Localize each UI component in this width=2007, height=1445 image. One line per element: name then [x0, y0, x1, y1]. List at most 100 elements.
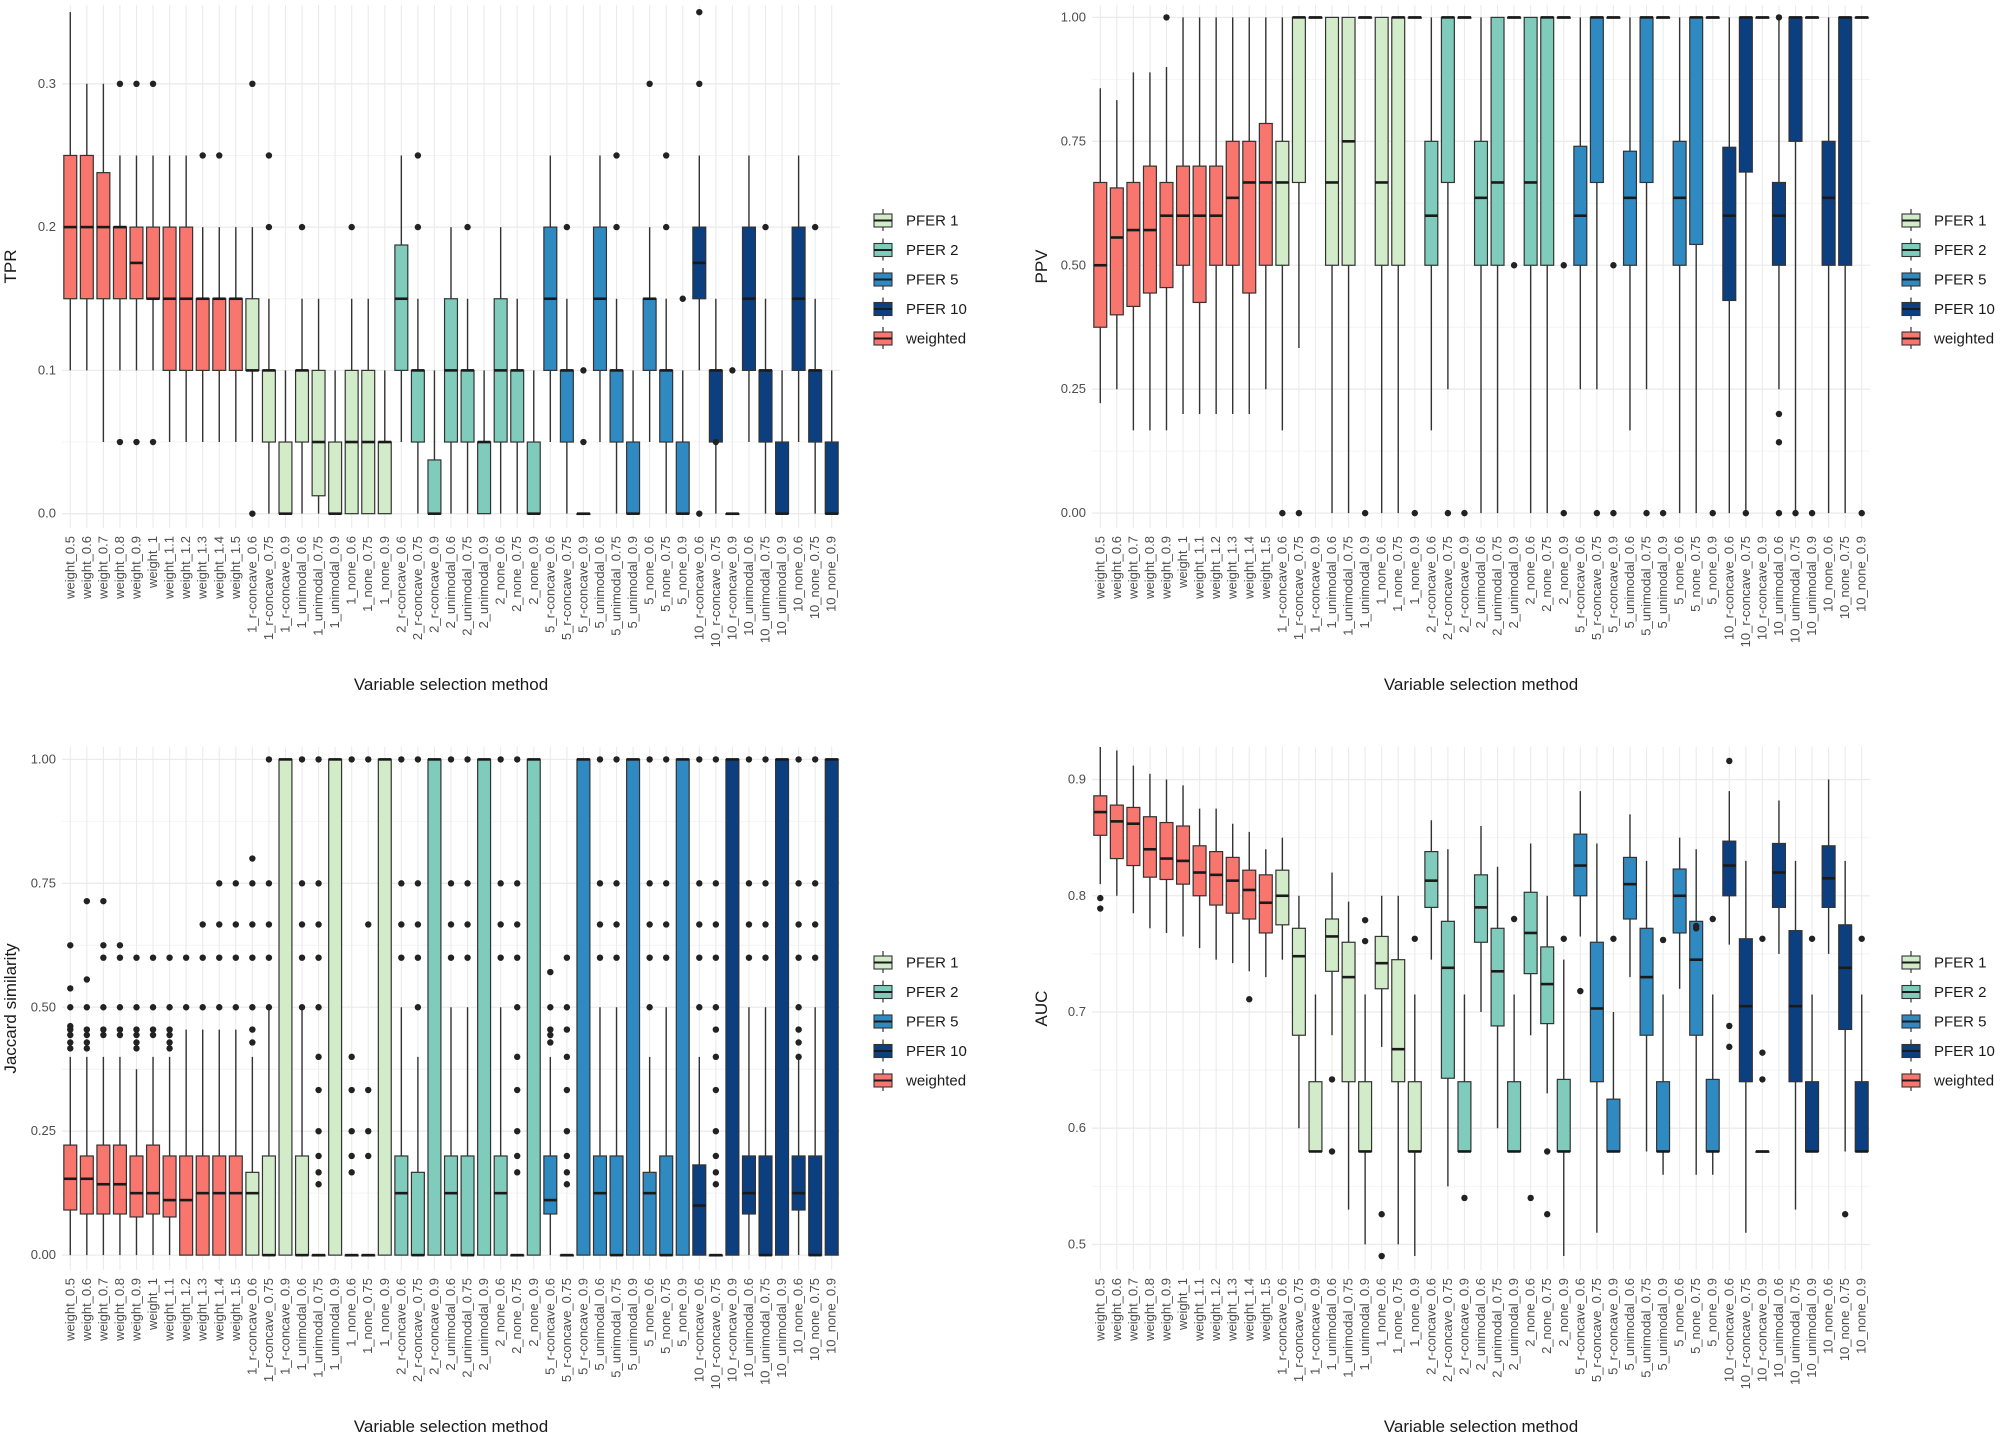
outlier-point	[149, 1004, 157, 1011]
outlier-point	[249, 1039, 256, 1046]
y-axis-title: AUC	[1032, 991, 1051, 1027]
box-body	[1738, 938, 1753, 1083]
box-body	[1142, 816, 1157, 878]
outlier-point	[613, 756, 620, 763]
box-body	[824, 758, 839, 1256]
x-tick-label: 2_r-concave_0.6	[1423, 1278, 1438, 1375]
outlier-point	[762, 921, 769, 928]
x-tick-label: 5_unimodal_0.75	[609, 536, 624, 636]
box-weight_1.1	[162, 155, 177, 443]
x-tick-label: weight_0.6	[79, 536, 94, 600]
outlier-point	[1775, 439, 1783, 446]
box-10_unimodal_0.6	[1771, 800, 1787, 954]
outlier-point	[596, 880, 604, 887]
outlier-point	[1659, 509, 1667, 517]
box-body	[1209, 850, 1224, 906]
box-body	[1159, 821, 1174, 881]
box-body	[96, 172, 111, 300]
outlier-point	[712, 1053, 720, 1061]
box-body	[1175, 825, 1191, 885]
box-body	[443, 1155, 459, 1256]
legend-label: PFER 5	[906, 1014, 959, 1031]
box-2_r-concave_0.9	[1457, 16, 1472, 517]
x-tick-label: 5_none_0.9	[675, 1278, 690, 1347]
x-tick-label: 5_r-concave_0.75	[1589, 1278, 1604, 1382]
x-tick-label: 2_unimodal_0.75	[460, 1278, 475, 1378]
x-tick-label: 1_r-concave_0.9	[1307, 1278, 1322, 1375]
outlier-point	[795, 1053, 802, 1061]
box-10_r-concave_0.9	[1755, 16, 1770, 19]
outlier-point	[1742, 509, 1750, 517]
outlier-point	[563, 1026, 571, 1033]
x-tick-label: weight_1.2	[1208, 1278, 1223, 1342]
outlier-point	[232, 880, 240, 887]
outlier-point	[348, 1152, 355, 1160]
box-body	[410, 369, 425, 443]
box-10_r-concave_0.9	[725, 758, 740, 1256]
outlier-point	[447, 954, 455, 961]
x-tick-label: 1_r-concave_0.75	[1291, 1278, 1306, 1382]
outlier-point	[1610, 509, 1617, 517]
outlier-point	[1544, 1148, 1551, 1155]
outlier-point	[696, 921, 703, 928]
legend-label: PFER 1	[906, 213, 959, 230]
x-tick-label: 2_none_0.9	[526, 536, 541, 605]
outlier-point	[67, 1039, 74, 1046]
outlier-point	[1808, 509, 1816, 517]
box-weight_0.6	[79, 83, 94, 371]
x-tick-label: 1_r-concave_0.9	[277, 1278, 292, 1375]
box-body	[311, 369, 326, 497]
outlier-point	[712, 1169, 720, 1176]
outlier-point	[133, 954, 140, 961]
x-tick-label: 1_unimodal_0.75	[1341, 1278, 1356, 1378]
box-body	[1225, 140, 1240, 266]
panel-top-right: 0.00 0.25 0.50 0.75 1.00 weight_0.5 weight_0.6…	[1032, 5, 1995, 694]
box-body	[1788, 16, 1803, 142]
box-body	[1556, 1078, 1571, 1153]
box-5_unimodal_0.75	[609, 152, 624, 514]
x-tick-label: 2_r-concave_0.9	[426, 1278, 441, 1375]
outlier-point	[216, 921, 223, 928]
outlier-point	[514, 921, 521, 928]
x-tick-label: 5_none_0.75	[658, 1278, 673, 1354]
box-10_r-concave_0.75	[708, 756, 723, 1257]
box-2_r-concave_0.75	[410, 152, 425, 514]
outlier-point	[298, 954, 306, 961]
x-tick-label: 10_unimodal_0.6	[1771, 1278, 1786, 1378]
box-body	[510, 369, 525, 443]
y-tick-label: 0.5	[1068, 1236, 1086, 1251]
outlier-point	[712, 1004, 720, 1011]
box-5_unimodal_0.9	[1656, 16, 1671, 517]
outlier-point	[133, 1031, 140, 1039]
x-tick-label: 10_r-concave_0.9	[1754, 1278, 1769, 1382]
outlier-point	[133, 80, 140, 88]
box-body	[1639, 927, 1654, 1036]
outlier-point	[613, 880, 620, 887]
legend-item: PFER 2	[873, 238, 959, 261]
outlier-point	[1775, 410, 1783, 418]
x-tick-label: weight_1	[1175, 1278, 1190, 1331]
outlier-point	[100, 954, 107, 961]
legend-item: weighted	[873, 327, 966, 349]
x-tick-label: 5_r-concave_0.9	[575, 1278, 590, 1375]
box-2_none_0.6	[493, 227, 508, 514]
x-tick-label: 1_none_0.6	[344, 1278, 359, 1347]
x-tick-label: 2_unimodal_0.6	[443, 1278, 458, 1371]
outlier-point	[514, 1086, 521, 1094]
outlier-point	[83, 1031, 91, 1039]
y-tick-label: 0.3	[38, 76, 56, 91]
box-2_unimodal_0.75	[1490, 866, 1505, 1129]
outlier-point	[414, 756, 422, 763]
x-tick-label: 1_r-concave_0.75	[1291, 536, 1306, 640]
box-2_none_0.9	[526, 758, 541, 1256]
outlier-point	[315, 921, 322, 928]
y-tick-label: 0.75	[31, 875, 56, 890]
box-5_unimodal_0.75	[1639, 16, 1654, 517]
box-5_r-concave_0.9	[576, 758, 591, 1256]
box-body	[493, 1155, 508, 1256]
outlier-point	[414, 880, 422, 887]
outlier-point	[662, 223, 670, 231]
box-weight_0.7	[1126, 765, 1141, 914]
x-tick-label: 10_none_0.75	[1837, 536, 1852, 619]
